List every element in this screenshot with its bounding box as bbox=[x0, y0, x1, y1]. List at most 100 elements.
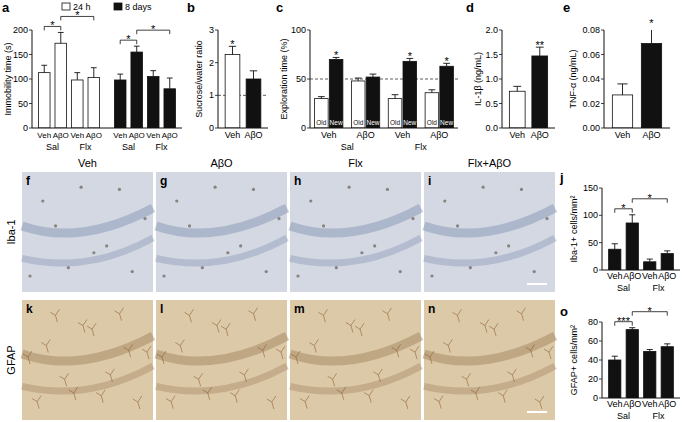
group-label: Sal bbox=[46, 142, 59, 152]
astrocyte bbox=[410, 346, 419, 359]
y-axis-label: Immobility time (s) bbox=[3, 42, 13, 115]
legend-swatch bbox=[62, 3, 70, 10]
micrograph-background bbox=[22, 172, 153, 292]
micrograph: l bbox=[156, 300, 287, 420]
error-cap bbox=[134, 46, 140, 47]
error-cap bbox=[617, 83, 627, 84]
astrocyte bbox=[346, 320, 355, 333]
x-tick-label: AβO bbox=[531, 130, 549, 140]
bar bbox=[351, 81, 365, 128]
error-cap bbox=[370, 74, 377, 75]
error-bar bbox=[664, 251, 670, 254]
error-bar bbox=[629, 328, 635, 330]
significance-label: * bbox=[408, 50, 413, 62]
microglia bbox=[41, 199, 44, 202]
astrocyte bbox=[318, 309, 327, 322]
bar bbox=[225, 55, 240, 129]
cell-layer bbox=[156, 208, 287, 233]
astrocyte bbox=[221, 323, 230, 336]
microglia bbox=[411, 217, 414, 220]
astrocyte bbox=[194, 373, 203, 386]
significance-label: * bbox=[621, 202, 626, 214]
chart-panel: eTNF-α (ng/mL)0.000.020.040.060.08VehAβO… bbox=[563, 0, 670, 140]
y-axis-label: Sucrose/water ratio bbox=[194, 40, 204, 118]
microglia bbox=[214, 186, 217, 189]
astrocyte bbox=[355, 323, 364, 336]
bar bbox=[509, 91, 525, 128]
cell-layer bbox=[424, 208, 555, 233]
microglia bbox=[545, 217, 548, 220]
microglia bbox=[28, 274, 31, 277]
cell-layer bbox=[156, 336, 287, 361]
y-axis bbox=[604, 30, 605, 128]
y-axis bbox=[32, 30, 33, 128]
microglia bbox=[143, 217, 146, 220]
y-tick-label: 0.06 bbox=[582, 50, 600, 60]
x-tick-label: AβO bbox=[430, 130, 448, 140]
astrocyte bbox=[480, 320, 489, 333]
significance-label: * bbox=[151, 23, 156, 35]
astrocyte bbox=[443, 340, 452, 353]
legend-label: 8 days bbox=[125, 2, 152, 12]
cell-layer bbox=[22, 208, 153, 233]
astrocyte bbox=[50, 309, 59, 322]
astrocyte bbox=[291, 351, 300, 364]
x-tick-label: AβO bbox=[658, 399, 676, 409]
y-axis-label: IL-1β (ng/mL) bbox=[473, 52, 483, 106]
astrocyte bbox=[203, 387, 212, 400]
error-bar bbox=[318, 97, 325, 99]
microglia bbox=[252, 188, 255, 191]
panel-letter: d bbox=[466, 0, 474, 15]
microglia bbox=[348, 186, 351, 189]
error-cap bbox=[318, 96, 325, 97]
bar bbox=[661, 254, 673, 270]
astrocyte bbox=[87, 323, 96, 336]
astrocyte bbox=[337, 387, 346, 400]
figure: aImmobility time (s)050100150200VehAβOVe… bbox=[0, 0, 685, 422]
error-bar bbox=[617, 84, 627, 95]
micrograph-background bbox=[424, 300, 555, 420]
panel-letter: b bbox=[187, 0, 195, 15]
bar bbox=[532, 56, 548, 128]
microglia bbox=[494, 251, 497, 254]
plot-area bbox=[310, 57, 458, 128]
error-cap bbox=[74, 72, 80, 73]
bar bbox=[626, 330, 638, 398]
y-axis-label: Exploration time (%) bbox=[279, 38, 289, 119]
error-cap bbox=[41, 65, 47, 66]
error-line bbox=[153, 71, 154, 77]
group-label: Flx bbox=[155, 142, 167, 152]
significance-label: * bbox=[50, 19, 55, 31]
error-bar bbox=[41, 65, 47, 72]
bar bbox=[164, 89, 176, 128]
astrocyte bbox=[258, 344, 267, 357]
astrocyte bbox=[300, 396, 309, 409]
y-tick-label: 0 bbox=[593, 393, 598, 403]
x-tick-label: Veh bbox=[146, 131, 160, 140]
astrocyte bbox=[452, 309, 461, 322]
error-cap bbox=[612, 243, 618, 244]
x-tick-label: Veh bbox=[225, 130, 241, 140]
microglia bbox=[277, 217, 280, 220]
error-bar bbox=[167, 78, 173, 89]
cell-layer bbox=[424, 336, 555, 361]
error-bar bbox=[250, 71, 257, 79]
bar bbox=[644, 262, 656, 270]
significance-label: * bbox=[126, 33, 131, 45]
x-tick-label: AβO bbox=[642, 130, 660, 140]
error-cap bbox=[664, 250, 670, 251]
error-bar bbox=[664, 344, 670, 347]
microglia bbox=[335, 266, 338, 269]
microglia bbox=[296, 274, 299, 277]
y-tick-label: 0.5 bbox=[485, 99, 498, 109]
chart-panel: jIba-1+ cells/mm²050100150VehAβOVehAβOSa… bbox=[559, 170, 680, 293]
astrocyte bbox=[142, 346, 151, 359]
row-label: Iba-1 bbox=[5, 219, 17, 244]
bar bbox=[246, 79, 261, 128]
chart-panel: bSucrose/water ratio0123VehAβO* bbox=[187, 0, 268, 140]
microglia bbox=[105, 244, 108, 247]
y-tick-label: 80 bbox=[588, 317, 598, 327]
x-tick-label: Veh bbox=[509, 130, 525, 140]
astrocyte bbox=[249, 308, 258, 321]
x-axis bbox=[604, 128, 670, 129]
